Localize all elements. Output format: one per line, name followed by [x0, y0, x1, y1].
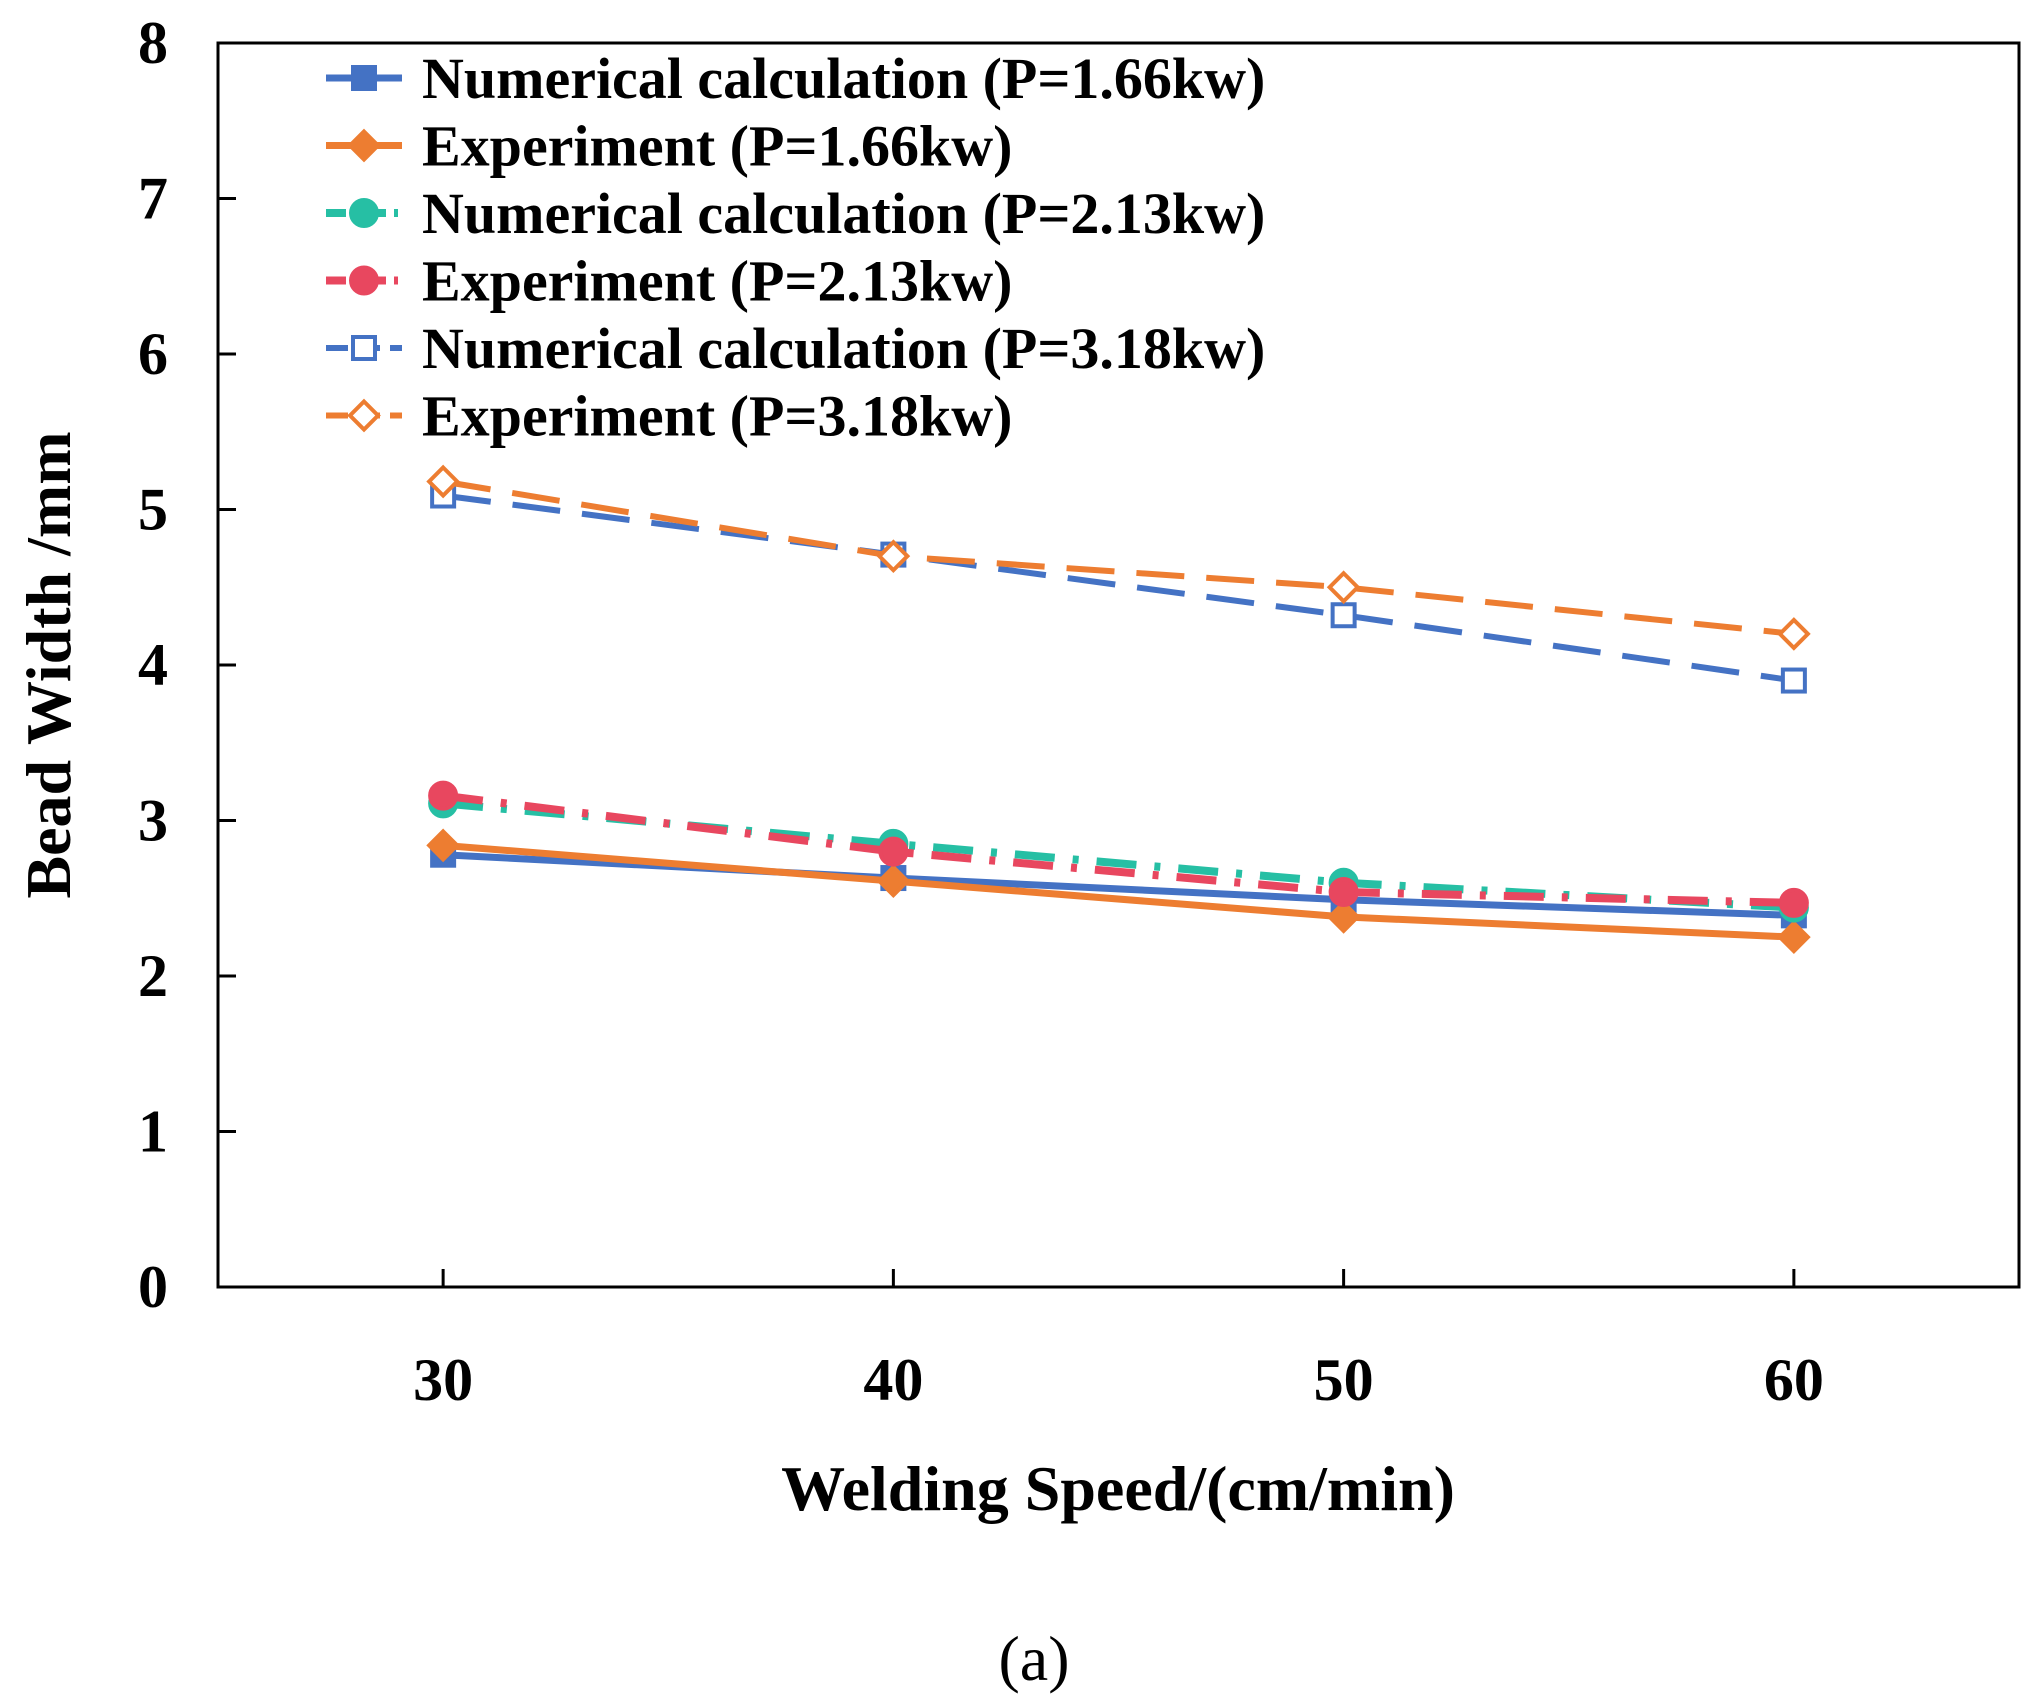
data-point [1777, 617, 1811, 651]
y-tick-label: 1 [138, 1099, 168, 1165]
data-point [876, 864, 911, 898]
x-tick-label: 60 [1764, 1347, 1824, 1413]
y-tick-label: 5 [138, 477, 168, 543]
data-point [878, 836, 909, 867]
legend-marker [349, 265, 379, 296]
legend-marker [347, 128, 381, 163]
data-point [428, 780, 459, 811]
data-point [1326, 570, 1361, 605]
y-tick-label: 4 [138, 632, 168, 698]
x-tick-label: 40 [863, 1347, 923, 1413]
y-tick-label: 7 [138, 166, 168, 232]
data-point [426, 464, 460, 499]
legend: Numerical calculation (P=1.66kw)Experime… [326, 46, 1265, 449]
x-axis-title: Welding Speed/(cm/min) [781, 1453, 1455, 1524]
y-axis: 0 1 2 3 4 5 6 7 8 [138, 10, 236, 1320]
legend-label: Experiment (P=2.13kw) [422, 249, 1012, 314]
y-tick-label: 0 [138, 1254, 168, 1320]
legend-label: Experiment (P=3.18kw) [422, 384, 1012, 449]
legend-marker [349, 198, 379, 228]
data-point [1326, 900, 1361, 934]
y-tick-label: 8 [138, 10, 168, 76]
legend-entry: Experiment (P=1.66kw) [326, 114, 1012, 179]
y-axis-title: Bead Width /mm [13, 431, 84, 898]
legend-label: Numerical calculation (P=3.18kw) [422, 316, 1265, 381]
y-tick-label: 2 [138, 943, 168, 1009]
data-point [426, 828, 460, 863]
legend-entry: Numerical calculation (P=1.66kw) [326, 46, 1265, 111]
data-point [1778, 887, 1809, 918]
series-1 [430, 841, 1807, 929]
y-tick-label: 6 [138, 321, 168, 387]
legend-label: Numerical calculation (P=2.13kw) [422, 181, 1265, 246]
data-point [1780, 667, 1807, 694]
legend-marker [347, 398, 381, 433]
figure-caption: (a) [998, 1623, 1069, 1694]
x-axis: 30 40 50 60 [413, 1269, 1824, 1413]
series-layer [426, 464, 1811, 954]
legend-label: Numerical calculation (P=1.66kw) [422, 46, 1265, 111]
legend-label: Experiment (P=1.66kw) [422, 114, 1012, 179]
series-line [442, 841, 1795, 941]
data-point [1330, 602, 1357, 629]
series-4 [428, 780, 1809, 918]
legend-entry: Numerical calculation (P=3.18kw) [326, 316, 1265, 381]
legend-marker [351, 65, 377, 91]
series-2 [426, 828, 1811, 954]
series-6 [426, 464, 1811, 651]
series-line [442, 791, 1794, 907]
legend-entry: Numerical calculation (P=2.13kw) [326, 181, 1265, 246]
data-point [1328, 877, 1359, 908]
series-line [442, 478, 1795, 637]
legend-entry: Experiment (P=3.18kw) [326, 384, 1012, 449]
x-tick-label: 30 [413, 1347, 473, 1413]
data-point [876, 539, 911, 573]
x-tick-label: 50 [1314, 1347, 1374, 1413]
series-5 [430, 482, 1807, 694]
y-tick-label: 3 [138, 788, 168, 854]
legend-entry: Experiment (P=2.13kw) [326, 249, 1012, 314]
legend-marker [351, 335, 377, 361]
data-point [1777, 920, 1811, 954]
series-line [442, 492, 1795, 684]
